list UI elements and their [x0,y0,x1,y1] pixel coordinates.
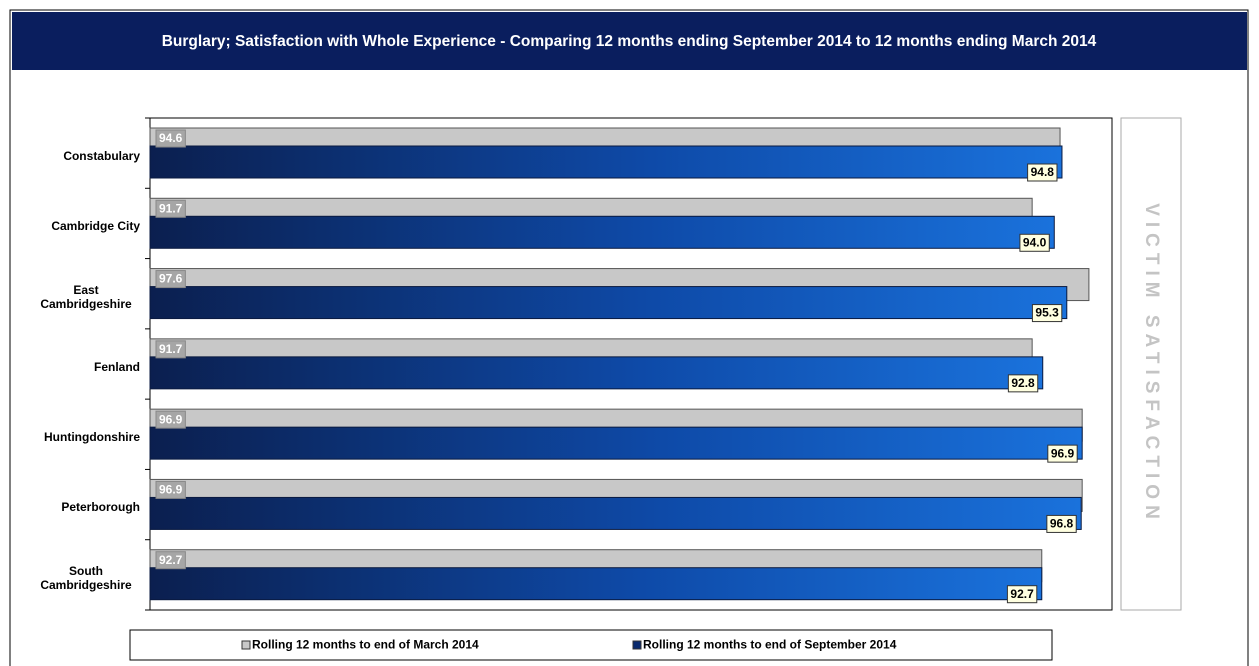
bar [149,215,1055,249]
legend-swatch [241,640,251,650]
data-label: 94.8 [1031,165,1055,179]
data-label-box [155,199,186,218]
category-label: Constabulary [10,136,140,176]
data-label: 91.7 [159,201,183,215]
category-text: East Cambridgeshire [40,282,132,311]
category-label: East Cambridgeshire [10,277,140,317]
category-text: Constabulary [63,149,140,163]
data-label: 92.7 [1010,587,1034,601]
category-label: Huntingdonshire [10,417,140,457]
chart-title: Burglary; Satisfaction with Whole Experi… [162,33,1097,50]
data-label: 96.9 [159,412,183,426]
data-label-box [155,551,186,570]
data-label-box [1007,374,1039,393]
legend [129,629,1053,661]
data-label-box [155,270,186,289]
bar [149,356,1044,390]
data-label-box [1031,304,1063,323]
bar [149,496,1082,530]
data-label: 92.7 [159,553,183,567]
bar [149,286,1068,320]
category-text: Peterborough [61,500,140,515]
data-label: 92.8 [1011,376,1035,390]
data-label-box [155,129,186,148]
category-text: Cambridge City [51,219,140,234]
category-text: Fenland [93,359,140,374]
data-label-box [155,480,186,499]
title-bar [12,12,1247,70]
data-label: 96.8 [1050,517,1074,531]
legend-swatch [632,640,642,650]
data-label: 95.3 [1035,306,1059,320]
data-label-box [155,340,186,359]
side-title: VICTIM SATISFACTION [1141,203,1162,525]
data-label: 97.6 [159,272,183,286]
side-box [1120,117,1182,611]
bar [149,145,1063,179]
category-text: South Cambridgeshire [40,563,132,592]
bar [149,567,1043,601]
bar [149,426,1083,460]
data-label: 91.7 [159,342,183,356]
data-label-box [1019,233,1050,252]
data-label: 94.6 [159,131,183,145]
legend-label: Rolling 12 months to end of March 2014 [252,638,479,652]
data-label: 94.0 [1023,235,1047,249]
category-text: Huntingdonshire [44,430,140,445]
category-label: Fenland [10,347,140,387]
legend-label: Rolling 12 months to end of September 20… [643,638,897,652]
data-label-box [1046,514,1077,533]
data-label-box [1006,585,1038,604]
data-label-box [1047,444,1078,463]
data-label: 96.9 [159,483,183,497]
category-label: Peterborough [10,487,140,527]
data-label-box [155,410,186,429]
frame [9,9,1249,666]
category-label: Cambridge City [10,206,140,246]
data-label: 96.9 [1051,446,1075,460]
category-label: South Cambridgeshire [10,558,140,598]
data-label-box [1027,163,1058,182]
